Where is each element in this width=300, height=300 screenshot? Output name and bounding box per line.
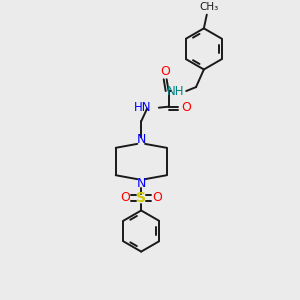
Text: O: O (121, 191, 130, 204)
Text: HN: HN (134, 101, 151, 114)
Text: O: O (161, 65, 171, 78)
Text: CH₃: CH₃ (199, 2, 218, 12)
Text: O: O (152, 191, 162, 204)
Text: N: N (136, 134, 146, 146)
Text: S: S (136, 191, 146, 205)
Text: O: O (181, 101, 191, 114)
Text: NH: NH (167, 85, 184, 98)
Text: N: N (136, 177, 146, 190)
